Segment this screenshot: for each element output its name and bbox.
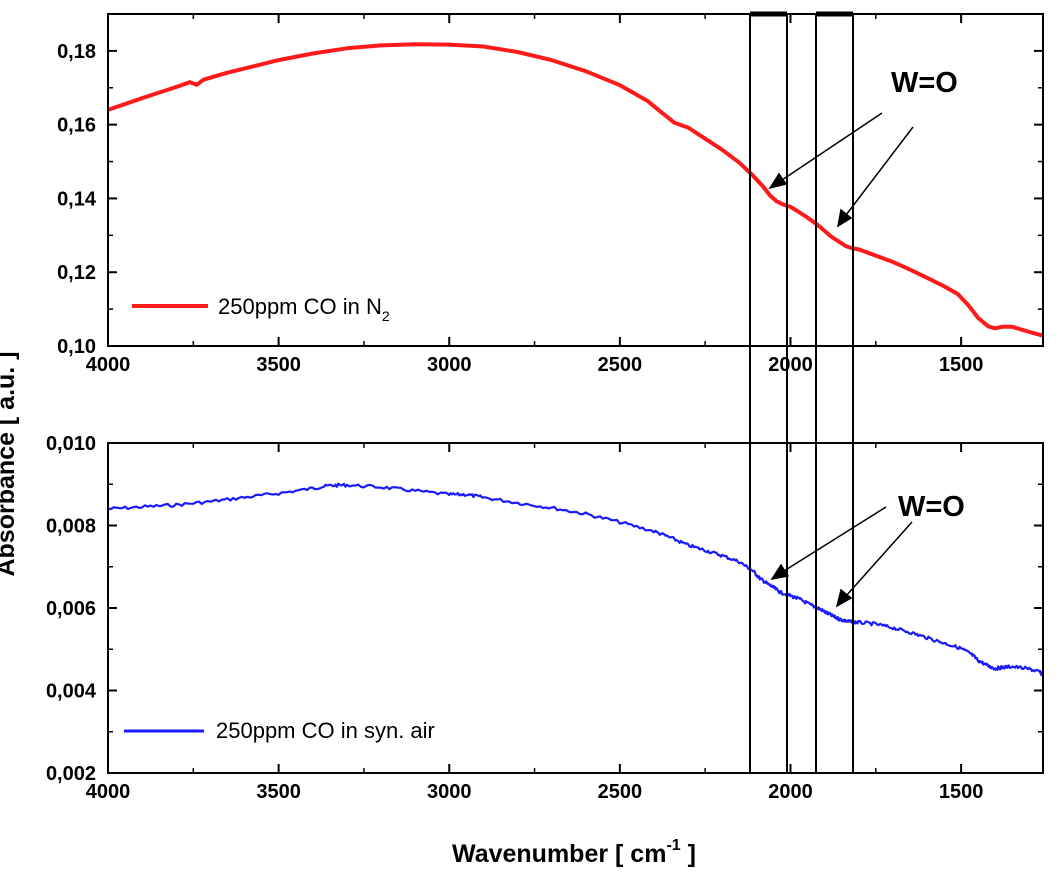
x-axis-title: Wavenumber [ cm-1 ]: [452, 837, 696, 868]
top-plot-frame: [107, 13, 1044, 347]
top-x-tick-label-2: 3000: [427, 354, 472, 376]
top-legend-label-main: 250ppm CO in N: [218, 294, 382, 319]
annotation-arrows: [768, 112, 914, 608]
top-y-tick-label-3: 0,16: [57, 115, 96, 137]
bottom-x-tick-label-3: 2500: [598, 781, 643, 803]
bottom-y-tick-label-4: 0,010: [46, 433, 96, 455]
top-y-tick-label-4: 0,18: [57, 41, 96, 63]
bottom-y-tick-label-0: 0,002: [46, 763, 96, 785]
top-series: [107, 42, 1044, 338]
top-legend: 250ppm CO in N2: [132, 294, 390, 324]
top-ticks: 4000 3500 3000 2500 2000 1500 0,10 0,12 0,14 0,16…: [57, 13, 1043, 376]
top-series-line-0: [107, 42, 1044, 338]
top-panel: 4000 3500 3000 2500 2000 1500 0,10 0,12 0,14 0,16…: [57, 13, 1044, 376]
top-legend-label-subscript: 2: [382, 308, 390, 324]
bottom-y-tick-label-1: 0,004: [46, 681, 97, 703]
top-y-tick-label-1: 0,12: [57, 262, 96, 284]
x-axis-title-suffix: ]: [681, 840, 696, 868]
bottom-x-tick-label-5: 1500: [939, 781, 984, 803]
bottom-arrow-1-head: [770, 563, 790, 581]
bottom-x-tick-label-0: 4000: [86, 781, 131, 803]
top-x-tick-label-4: 2000: [768, 354, 813, 376]
bottom-x-tick-label-1: 3500: [256, 781, 301, 803]
bottom-panel: 4000 3500 3000 2500 2000 1500 0,002 0,004 0,006 0…: [46, 433, 1045, 803]
bottom-legend-label: 250ppm CO in syn. air: [216, 718, 435, 743]
top-x-tick-label-1: 3500: [256, 354, 301, 376]
top-legend-label: 250ppm CO in N2: [218, 294, 390, 324]
bottom-annotation-label: W=O: [898, 491, 965, 523]
bottom-y-tick-label-3: 0,008: [46, 516, 96, 538]
top-x-tick-label-5: 1500: [939, 354, 984, 376]
bottom-series: [108, 482, 1045, 677]
x-axis-title-superscript: -1: [666, 837, 680, 854]
bottom-legend: 250ppm CO in syn. air: [124, 718, 435, 743]
top-arrow-1-head: [768, 172, 788, 190]
bottom-x-tick-label-2: 3000: [427, 781, 472, 803]
highlight-box-right: [815, 13, 854, 774]
top-arrow-2-head: [836, 208, 853, 228]
wo-highlight-boxes: [749, 11, 854, 774]
top-y-tick-label-2: 0,14: [57, 188, 97, 210]
bottom-x-tick-label-4: 2000: [768, 781, 813, 803]
top-arrow-2-shaft: [845, 126, 914, 216]
highlight-box-left: [749, 13, 788, 774]
bottom-ticks: 4000 3500 3000 2500 2000 1500 0,002 0,004 0,006 0…: [46, 433, 1043, 803]
bottom-arrow-2-shaft: [845, 521, 913, 597]
bottom-arrow-1-shaft: [783, 506, 887, 572]
top-y-tick-label-0: 0,10: [57, 336, 96, 358]
top-x-tick-label-0: 4000: [86, 354, 131, 376]
bottom-arrow-2-head: [835, 588, 853, 608]
bottom-series-line-0: [108, 482, 1045, 677]
y-axis-title: Absorbance [ a.u. ]: [0, 351, 20, 576]
bottom-y-tick-label-2: 0,006: [46, 598, 96, 620]
top-annotation-label: W=O: [891, 67, 958, 99]
x-axis-title-main: Wavenumber [ cm: [452, 840, 666, 868]
top-arrow-1-shaft: [781, 112, 883, 181]
top-x-tick-label-3: 2500: [598, 354, 643, 376]
